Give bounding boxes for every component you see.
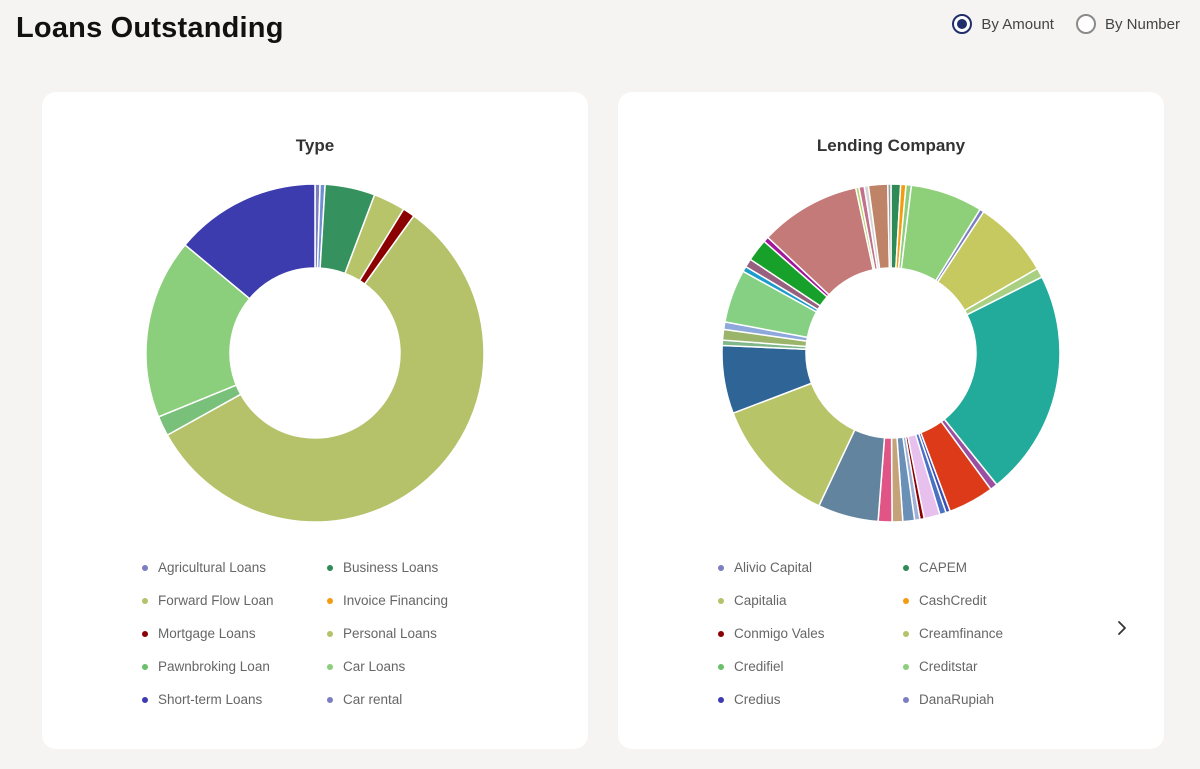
type-chart-title: Type bbox=[295, 136, 335, 155]
chart-1-slice-7[interactable] bbox=[943, 276, 1061, 486]
by-number-option[interactable]: By Number bbox=[1075, 14, 1180, 34]
chart-0-legend-swatch bbox=[142, 630, 148, 637]
chart-0-legend-label: Mortgage Loans bbox=[158, 626, 256, 641]
chart-1-legend-item[interactable]: Alivio Capital bbox=[718, 558, 903, 577]
chart-0-legend-swatch bbox=[327, 663, 333, 670]
chart-1-legend-item[interactable]: Creditstar bbox=[903, 657, 1078, 676]
chart-1-legend-swatch bbox=[903, 630, 909, 637]
chart-0-legend-swatch bbox=[142, 696, 148, 703]
chart-1-legend-label: Creditstar bbox=[919, 659, 978, 674]
chart-1-legend-item[interactable]: Creamfinance bbox=[903, 624, 1078, 643]
chart-0-legend-item[interactable]: Pawnbroking Loan bbox=[142, 657, 327, 676]
chart-0-legend-swatch bbox=[142, 564, 148, 571]
chart-0-legend-swatch bbox=[142, 663, 148, 670]
chart-1-legend-label: Alivio Capital bbox=[734, 560, 813, 575]
chart-0-legend-label: Car rental bbox=[343, 692, 403, 707]
chevron-right-icon bbox=[1118, 621, 1126, 635]
type-chart-card: Type Agricultural Loans Business Loans For… bbox=[42, 92, 588, 749]
chart-1-legend-label: Credius bbox=[734, 692, 781, 707]
chart-0-slice-8[interactable] bbox=[184, 183, 316, 300]
chart-1-legend-swatch bbox=[903, 663, 909, 670]
chart-1-legend-label: Creamfinance bbox=[919, 626, 1004, 641]
chart-0-legend-item[interactable]: Short-term Loans bbox=[142, 690, 327, 709]
chart-0-legend-label: Invoice Financing bbox=[343, 593, 449, 608]
chart-1-legend-label: Credifiel bbox=[734, 659, 784, 674]
chart-1-legend-swatch bbox=[718, 564, 724, 571]
chart-0-legend-label: Business Loans bbox=[343, 560, 439, 575]
chart-0-legend-label: Forward Flow Loan bbox=[158, 593, 274, 608]
chart-1-legend-label: Capitalia bbox=[734, 593, 787, 608]
chart-1-legend-item[interactable]: Credifiel bbox=[718, 657, 903, 676]
chart-0-legend-swatch bbox=[142, 597, 148, 604]
chart-1-legend-label: CAPEM bbox=[919, 560, 968, 575]
chart-0-legend-swatch bbox=[327, 564, 333, 571]
chart-0-legend-item[interactable]: Mortgage Loans bbox=[142, 624, 327, 643]
chart-0-legend-item[interactable]: Business Loans bbox=[327, 558, 502, 577]
chart-0-legend-swatch bbox=[327, 696, 333, 703]
chart-0-legend-item[interactable]: Agricultural Loans bbox=[142, 558, 327, 577]
chart-1-legend-swatch bbox=[903, 696, 909, 703]
chart-0-legend-item[interactable]: Personal Loans bbox=[327, 624, 502, 643]
chart-0-slice-5[interactable] bbox=[166, 214, 485, 523]
chart-1-legend-item[interactable]: CAPEM bbox=[903, 558, 1078, 577]
type-donut-chart bbox=[145, 183, 485, 523]
chart-1-legend-item[interactable]: Credius bbox=[718, 690, 903, 709]
measure-toggle: By Amount By Number bbox=[952, 14, 1180, 34]
chart-1-legend-item[interactable]: DanaRupiah bbox=[903, 690, 1078, 709]
chart-0-legend-item[interactable]: Car rental bbox=[327, 690, 502, 709]
chart-1-legend-swatch bbox=[718, 597, 724, 604]
chart-0-legend-label: Short-term Loans bbox=[158, 692, 263, 707]
by-number-radio[interactable] bbox=[1075, 14, 1096, 34]
by-amount-label[interactable]: By Amount bbox=[981, 15, 1054, 33]
chart-1-legend-swatch bbox=[718, 663, 724, 670]
by-number-label[interactable]: By Number bbox=[1104, 15, 1180, 33]
by-amount-option[interactable]: By Amount bbox=[952, 14, 1054, 34]
chart-1-legend-label: CashCredit bbox=[919, 593, 987, 608]
chart-0-legend-label: Car Loans bbox=[343, 659, 406, 674]
chart-0-legend-label: Pawnbroking Loan bbox=[158, 659, 270, 674]
chart-1-legend-swatch bbox=[903, 597, 909, 604]
chart-1-legend-swatch bbox=[718, 630, 724, 637]
chart-0-legend-label: Personal Loans bbox=[343, 626, 437, 641]
chart-0-legend-label: Agricultural Loans bbox=[158, 560, 267, 575]
chart-1-legend-swatch bbox=[903, 564, 909, 571]
chart-0-legend-item[interactable]: Car Loans bbox=[327, 657, 502, 676]
chart-0-legend-swatch bbox=[327, 597, 333, 604]
chart-1-legend-swatch bbox=[718, 696, 724, 703]
chart-1-legend-label: DanaRupiah bbox=[919, 692, 995, 707]
chart-0-slice-7[interactable] bbox=[145, 243, 251, 418]
chart-1-legend-item[interactable]: Capitalia bbox=[718, 591, 903, 610]
chart-1-legend-item[interactable]: CashCredit bbox=[903, 591, 1078, 610]
chart-0-legend-swatch bbox=[327, 630, 333, 637]
type-chart-legend: Agricultural Loans Business Loans Forward … bbox=[142, 558, 502, 709]
lending-company-chart-card: Lending Company Alivio Capital CAPEM Capit… bbox=[618, 92, 1164, 749]
chart-1-legend-label: Conmigo Vales bbox=[734, 626, 825, 641]
legend-next-page-button[interactable] bbox=[1112, 616, 1132, 640]
chart-0-legend-item[interactable]: Invoice Financing bbox=[327, 591, 502, 610]
chart-1-slice-34[interactable] bbox=[886, 183, 892, 269]
lending-company-chart-legend: Alivio Capital CAPEM Capitalia CashCredit Co… bbox=[718, 558, 1078, 709]
chart-0-legend-item[interactable]: Forward Flow Loan bbox=[142, 591, 327, 610]
lending-company-chart-title: Lending Company bbox=[816, 136, 966, 155]
page-title: Loans Outstanding bbox=[16, 12, 284, 44]
lending-company-donut-chart bbox=[721, 183, 1061, 523]
by-amount-radio[interactable] bbox=[952, 14, 973, 34]
chart-1-legend-item[interactable]: Conmigo Vales bbox=[718, 624, 903, 643]
